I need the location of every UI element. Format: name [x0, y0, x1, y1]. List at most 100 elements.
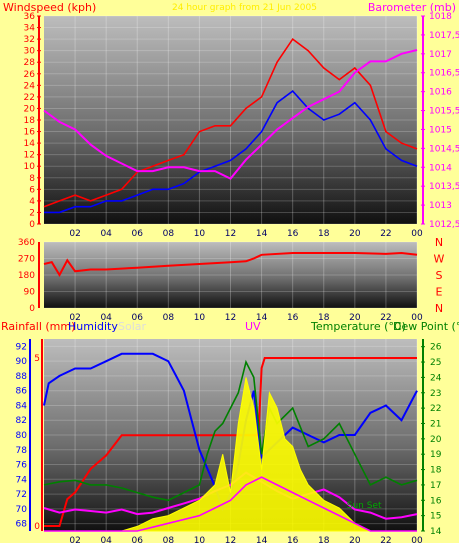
x-tick-label: 18	[318, 536, 330, 543]
x-tick-label: 06	[132, 313, 144, 323]
wind-y-tick-label: 2	[29, 208, 35, 218]
series-dew-point-line	[43, 471, 418, 520]
x-tick-label: 12	[225, 229, 236, 239]
rain-y-tick-label: 5	[34, 354, 40, 364]
x-tick-label: 10	[194, 536, 206, 543]
wind-y-tick-label: 4	[29, 197, 35, 207]
x-tick-label: 04	[100, 313, 112, 323]
baro-y-tick-label: 1017	[429, 50, 452, 60]
humidity-y-tick-label: 68	[16, 520, 28, 530]
humidity-y-tick-label: 90	[16, 357, 28, 367]
wind-y-tick-label: 34	[24, 24, 36, 34]
series-windspeed-line	[43, 37, 418, 208]
wind-y-tick-label: 16	[24, 128, 36, 138]
wind-y-tick-label: 26	[24, 70, 36, 80]
series-uv-line	[44, 476, 417, 532]
legend-item: Solar	[118, 320, 147, 333]
x-tick-label: 14	[256, 313, 268, 323]
x-tick-label: 14	[256, 229, 268, 239]
climate-panel: 68 70 72 74 76 78 80 82 84 86 88 90 92 0 5 14 15 16 17 18 19…	[16, 339, 442, 543]
humidity-y-tick-label: 88	[16, 372, 28, 382]
temp-y-tick-label: 19	[430, 450, 442, 460]
baro-y-tick-label: 1013,5	[429, 182, 459, 192]
x-tick-label: 20	[349, 536, 361, 543]
legend-item: UV	[245, 320, 261, 333]
x-tick-label: 12	[225, 536, 236, 543]
x-tick-label: 22	[380, 536, 391, 543]
wind-y-tick-label: 14	[24, 139, 36, 149]
rain-y-tick-label: 0	[34, 522, 40, 532]
x-tick-label: 02	[69, 313, 80, 323]
temp-y-tick-label: 14	[430, 527, 442, 537]
dir-y-tick-label: 180	[18, 271, 35, 281]
baro-y-tick-label: 1016	[429, 88, 452, 98]
x-tick-label: 16	[287, 313, 299, 323]
x-tick-label: 20	[349, 229, 361, 239]
series-barometer-line	[43, 49, 418, 180]
humidity-y-tick-label: 76	[16, 461, 28, 471]
wind-y-tick-label: 24	[24, 81, 36, 91]
x-tick-label: 18	[318, 229, 330, 239]
wind-y-tick-label: 18	[24, 116, 36, 126]
humidity-y-tick-label: 82	[16, 416, 27, 426]
temp-y-tick-label: 16	[430, 496, 442, 506]
x-tick-label: 16	[287, 536, 299, 543]
humidity-y-tick-label: 92	[16, 342, 27, 352]
x-tick-label: 10	[194, 229, 206, 239]
dir-y-tick-label: 270	[18, 255, 35, 265]
baro-y-tick-label: 1014,5	[429, 144, 459, 154]
x-tick-label: 02	[69, 536, 80, 543]
wind-y-tick-label: 20	[24, 104, 36, 114]
x-tick-label: 22	[380, 229, 391, 239]
wind-y-tick-label: 12	[24, 151, 35, 161]
wind-y-tick-label: 8	[29, 174, 35, 184]
legend-item: Temperature (°C)	[310, 320, 406, 333]
x-tick-label: 08	[163, 229, 175, 239]
compass-label: E	[436, 286, 443, 299]
baro-y-tick-label: 1017,5	[429, 31, 459, 41]
humidity-y-tick-label: 80	[16, 431, 28, 441]
direction-panel: 0 N 90 E 180 S 270 W 360 N 02 04 06 08 10 12 14 16 18 20 22 0…	[18, 236, 445, 323]
baro-title: Barometer (mb)	[368, 1, 456, 14]
wind-y-tick-label: 32	[24, 35, 35, 45]
baro-y-tick-label: 1012,5	[429, 220, 459, 230]
wind-y-tick-label: 6	[29, 185, 35, 195]
wind-plot-area	[44, 16, 417, 224]
temp-y-tick-label: 17	[430, 481, 441, 491]
x-tick-label: 12	[225, 313, 236, 323]
temp-y-tick-label: 24	[430, 373, 442, 383]
sun-set-annotation: Sun Set	[347, 501, 382, 511]
baro-y-tick-label: 1016,5	[429, 69, 459, 79]
dir-y-tick-label: 90	[24, 288, 36, 298]
wind-y-tick-label: 28	[24, 58, 36, 68]
compass-label: N	[435, 236, 443, 249]
x-tick-label: 20	[349, 313, 361, 323]
series-gust-line	[44, 90, 418, 214]
x-tick-label: 06	[132, 536, 144, 543]
humidity-y-tick-label: 78	[16, 446, 28, 456]
temp-y-tick-label: 21	[430, 419, 441, 429]
x-tick-label: 02	[69, 229, 80, 239]
x-tick-label: 00	[411, 536, 423, 543]
temp-y-tick-label: 22	[430, 404, 441, 414]
legend-item: Rainfall (mm)	[1, 320, 75, 333]
wind-y-tick-label: 10	[24, 162, 36, 172]
compass-label: W	[434, 253, 445, 266]
baro-y-tick-label: 1018	[429, 12, 452, 22]
wind-title: Windspeed (kph)	[3, 1, 96, 14]
humidity-y-tick-label: 72	[16, 490, 27, 500]
bottom-legend: Rainfall (mm)Humidity Solar UV Temperature …	[1, 320, 459, 333]
baro-y-tick-label: 1014	[429, 163, 452, 173]
wind-y-tick-label: 36	[24, 12, 36, 22]
dir-y-tick-label: 0	[29, 304, 35, 314]
wind-panel: 0246810121416182022242628303234361012,51…	[24, 12, 459, 239]
humidity-y-tick-label: 86	[16, 387, 28, 397]
x-tick-label: 08	[163, 313, 175, 323]
x-tick-label: 08	[163, 536, 175, 543]
x-tick-label: 18	[318, 313, 330, 323]
legend-item: Humidity	[68, 320, 118, 333]
temp-y-tick-label: 23	[430, 389, 441, 399]
x-tick-label: 00	[411, 313, 423, 323]
compass-label: S	[436, 269, 443, 282]
